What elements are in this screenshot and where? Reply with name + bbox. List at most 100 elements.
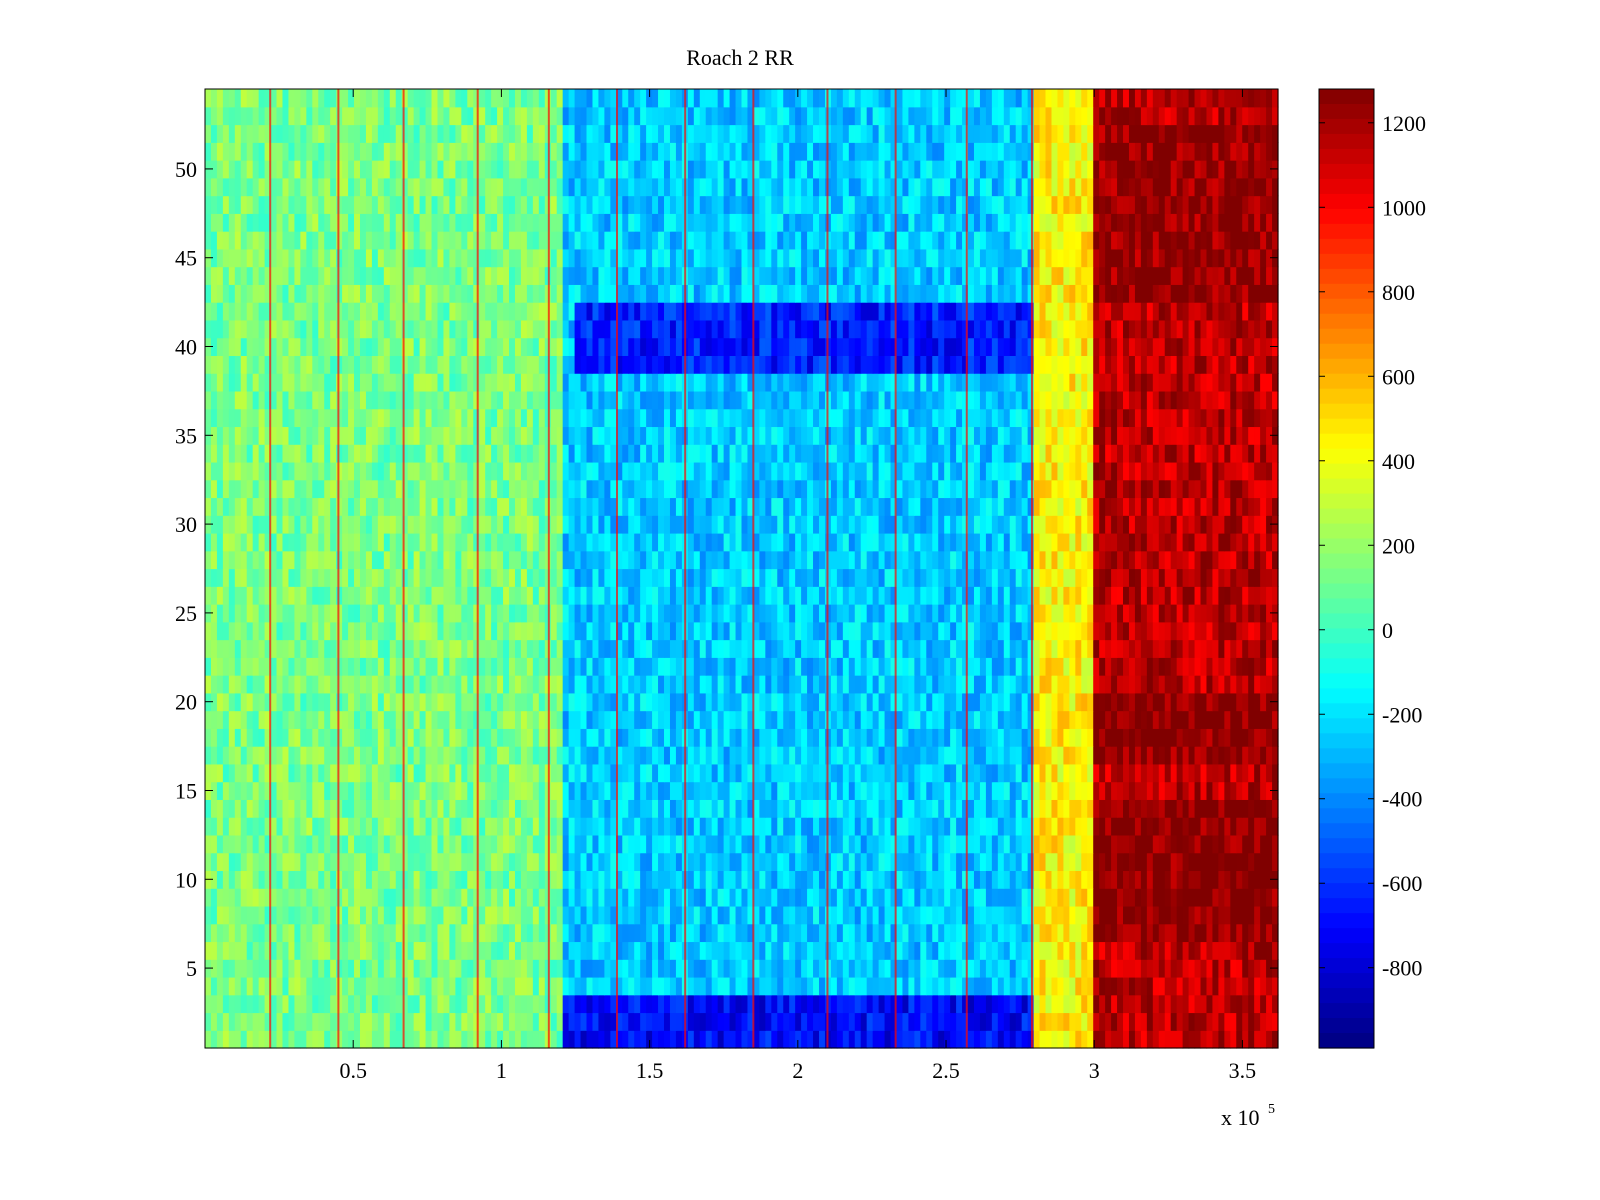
heatmap-cell <box>389 799 397 818</box>
heatmap-cell <box>866 1030 874 1049</box>
heatmap-cell <box>1033 586 1041 605</box>
heatmap-cell <box>359 959 367 978</box>
heatmap-cell <box>717 905 725 925</box>
heatmap-cell <box>413 710 421 729</box>
heatmap-cell <box>896 834 904 854</box>
heatmap-cell <box>228 959 236 978</box>
heatmap-cell <box>687 550 695 570</box>
heatmap-cell <box>324 550 331 570</box>
heatmap-cell <box>950 586 957 605</box>
heatmap-cell <box>634 710 641 729</box>
heatmap-cell <box>783 959 790 978</box>
heatmap-cell <box>354 923 361 943</box>
heatmap-cell <box>1081 976 1088 996</box>
heatmap-cell <box>807 852 814 872</box>
heatmap-cell <box>1021 746 1029 765</box>
heatmap-cell <box>705 959 713 978</box>
heatmap-cell <box>497 657 504 676</box>
heatmap-cell <box>1093 781 1100 800</box>
heatmap-cell <box>1164 799 1172 818</box>
heatmap-cell <box>1254 568 1261 587</box>
heatmap-cell <box>318 781 325 800</box>
heatmap-cell <box>1230 781 1237 800</box>
heatmap-cell <box>354 781 361 800</box>
heatmap-cell <box>1051 604 1059 623</box>
heatmap-cell <box>509 923 516 943</box>
heatmap-cell <box>306 550 313 570</box>
heatmap-cell <box>616 746 623 765</box>
heatmap-cell <box>467 781 474 800</box>
heatmap-cell <box>705 1030 713 1049</box>
heatmap-cell <box>431 1030 439 1049</box>
heatmap-cell <box>1146 763 1154 783</box>
heatmap-cell <box>962 799 969 818</box>
heatmap-cell <box>1021 604 1029 623</box>
heatmap-cell <box>1188 675 1196 694</box>
heatmap-cell <box>896 1012 904 1031</box>
heatmap-cell <box>1158 817 1166 836</box>
heatmap-cell <box>968 1012 975 1031</box>
heatmap-cell <box>342 959 349 978</box>
heatmap-cell <box>216 781 224 800</box>
heatmap-cell <box>1003 834 1011 854</box>
heatmap-cell <box>991 834 999 854</box>
heatmap-cell <box>896 870 904 889</box>
heatmap-cell <box>1111 746 1118 765</box>
heatmap-cell <box>1015 976 1023 996</box>
heatmap-cell <box>1254 657 1261 676</box>
heatmap-cell <box>580 941 588 960</box>
heatmap-cell <box>598 746 605 765</box>
heatmap-cell <box>699 799 707 818</box>
heatmap-cell <box>664 763 671 783</box>
heatmap-cell <box>1027 923 1035 943</box>
heatmap-cell <box>1188 621 1196 641</box>
heatmap-cell <box>222 870 230 889</box>
heatmap-cell <box>938 728 945 747</box>
heatmap-cell <box>866 586 874 605</box>
heatmap-cell <box>616 905 623 925</box>
heatmap-cell <box>646 639 653 658</box>
heatmap-cell <box>342 976 349 996</box>
heatmap-cell <box>634 746 641 765</box>
heatmap-cell <box>1075 941 1082 960</box>
heatmap-cell <box>1158 888 1166 907</box>
heatmap-cell <box>491 746 498 765</box>
heatmap-cell <box>282 976 290 996</box>
heatmap-cell <box>1242 657 1249 676</box>
heatmap-cell <box>932 728 939 747</box>
heatmap-cell <box>562 604 570 623</box>
heatmap-cell <box>1021 710 1029 729</box>
heatmap-cell <box>956 728 963 747</box>
heatmap-cell <box>497 568 504 587</box>
heatmap-cell <box>652 888 659 907</box>
heatmap-cell <box>455 976 462 996</box>
heatmap-cell <box>1194 888 1202 907</box>
heatmap-cell <box>514 604 522 623</box>
heatmap-cell <box>324 639 331 658</box>
heatmap-cell <box>532 870 540 889</box>
heatmap-cell <box>902 675 910 694</box>
heatmap-cell <box>1260 604 1267 623</box>
heatmap-cell <box>449 746 456 765</box>
heatmap-cell <box>1140 621 1148 641</box>
heatmap-cell <box>520 621 528 641</box>
heatmap-cell <box>932 710 939 729</box>
heatmap-cell <box>1140 1012 1148 1031</box>
heatmap-cell <box>789 905 796 925</box>
heatmap-cell <box>1045 994 1053 1014</box>
heatmap-cell <box>1266 870 1273 889</box>
heatmap-cell <box>1009 870 1017 889</box>
heatmap-cell <box>580 746 588 765</box>
heatmap-cell <box>252 959 260 978</box>
heatmap-cell <box>1081 568 1088 587</box>
heatmap-cell <box>330 550 337 570</box>
heatmap-cell <box>950 870 957 889</box>
heatmap-cell <box>282 675 290 694</box>
heatmap-cell <box>509 941 516 960</box>
heatmap-cell <box>216 728 224 747</box>
heatmap-cell <box>479 994 486 1014</box>
heatmap-cell <box>848 621 856 641</box>
heatmap-cell <box>473 994 480 1014</box>
heatmap-cell <box>1182 568 1190 587</box>
heatmap-cell <box>1033 923 1041 943</box>
